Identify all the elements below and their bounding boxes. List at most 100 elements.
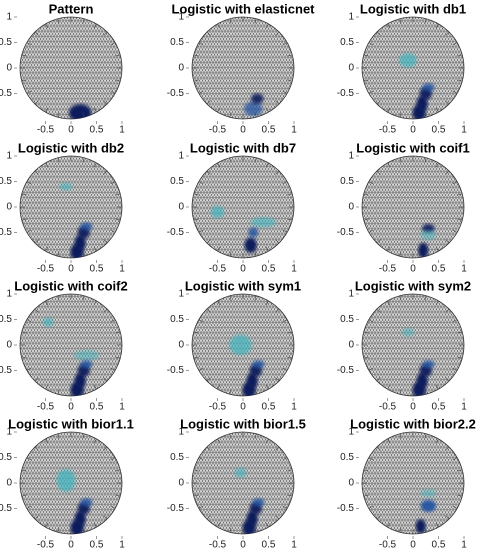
y-tick-label: 0 <box>348 202 354 213</box>
rim-spoke <box>275 170 280 175</box>
rim-spoke <box>435 384 439 390</box>
x-tick-label: 0.5 <box>432 264 446 275</box>
rim-spoke <box>110 229 116 233</box>
rim-spoke <box>198 457 204 461</box>
rim-spoke <box>26 505 32 509</box>
rim-spoke <box>103 31 108 36</box>
rim-spoke <box>45 300 49 306</box>
y-tick-label: 1 <box>6 289 12 300</box>
rim-spoke <box>387 438 391 444</box>
panel-title: Logistic with sym2 <box>355 278 471 293</box>
rim-spoke <box>363 218 369 221</box>
rim-spoke <box>387 246 391 252</box>
panel: Logistic with sym1 -0.5 0 0.5 1 -0.5 0 0.5 1 <box>167 278 301 412</box>
rim-spoke <box>399 295 402 301</box>
activation-region <box>416 373 428 389</box>
rim-spoke <box>387 162 391 168</box>
x-tick-label: 0 <box>240 264 246 275</box>
rim-spoke <box>445 446 450 451</box>
rim-spoke <box>376 377 381 382</box>
rim-spoke <box>193 469 199 472</box>
rim-spoke <box>206 239 211 244</box>
rim-spoke <box>93 300 97 306</box>
x-tick-label: 1 <box>119 125 125 136</box>
rim-spoke <box>198 367 204 371</box>
x-tick-label: -0.5 <box>209 540 227 550</box>
activation-region <box>80 360 93 369</box>
rim-spoke <box>254 251 257 257</box>
panel-title: Logistic with elasticnet <box>171 1 315 16</box>
rim-spoke <box>265 107 269 113</box>
rim-spoke <box>26 181 32 185</box>
activation-region <box>80 498 93 507</box>
activation-region <box>416 96 428 112</box>
activation-region <box>56 469 76 492</box>
y-tick-label: 0 <box>178 202 184 213</box>
rim-spoke <box>287 218 293 221</box>
rim-spoke <box>435 300 439 306</box>
rim-spoke <box>445 239 450 244</box>
panel-title: Logistic with coif2 <box>14 278 127 293</box>
rim-spoke <box>445 170 450 175</box>
rim-spoke <box>229 112 232 118</box>
rim-spoke <box>206 377 211 382</box>
rim-spoke <box>206 100 211 105</box>
y-tick-label: -0.5 <box>167 365 185 376</box>
rim-spoke <box>452 505 458 509</box>
y-tick-label: 0 <box>6 340 12 351</box>
rim-spoke <box>399 157 402 163</box>
rim-spoke <box>206 170 211 175</box>
rim-spoke <box>45 107 49 113</box>
rim-spoke <box>229 251 232 257</box>
rim-spoke <box>424 295 427 301</box>
activation-region <box>415 519 426 534</box>
rim-spoke <box>265 384 269 390</box>
x-tick-label: 1 <box>291 125 297 136</box>
rim-spoke <box>368 457 374 461</box>
activation-region <box>252 360 265 369</box>
y-tick-label: 0.5 <box>170 37 184 48</box>
rim-spoke <box>110 505 116 509</box>
y-tick-label: 1 <box>178 12 184 23</box>
rim-spoke <box>363 356 369 359</box>
activation-region <box>251 93 264 104</box>
rim-spoke <box>34 31 39 36</box>
rim-spoke <box>368 90 374 94</box>
rim-spoke <box>115 469 121 472</box>
x-tick-label: 0.5 <box>262 540 276 550</box>
x-tick-label: -0.5 <box>379 402 397 413</box>
rim-spoke <box>445 308 450 313</box>
panel-title: Logistic with bior1.1 <box>8 416 134 431</box>
rim-spoke <box>265 522 269 528</box>
panel: Logistic with db1 -0.5 0 0.5 1 -0.5 0 0.5 1 <box>337 1 467 135</box>
panel: Logistic with bior1.5 -0.5 0 0.5 1 -0.5 0 0.5 1 <box>167 416 306 550</box>
y-tick-label: 0 <box>178 340 184 351</box>
rim-spoke <box>287 79 293 82</box>
rim-spoke <box>368 42 374 46</box>
rim-spoke <box>34 377 39 382</box>
rim-spoke <box>387 107 391 113</box>
rim-spoke <box>57 295 60 301</box>
rim-spoke <box>217 23 221 29</box>
activation-region <box>418 242 429 258</box>
rim-spoke <box>265 162 269 168</box>
rim-spoke <box>282 181 288 185</box>
activation <box>229 334 265 396</box>
rim-spoke <box>206 515 211 520</box>
x-tick-label: 1 <box>291 402 297 413</box>
x-tick-label: -0.5 <box>379 125 397 136</box>
rim-spoke <box>45 384 49 390</box>
rim-spoke <box>93 438 97 444</box>
rim-spoke <box>368 367 374 371</box>
y-tick-label: 0.5 <box>340 452 354 463</box>
rim-spoke <box>110 90 116 94</box>
rim-spoke <box>457 331 463 334</box>
rim-spoke <box>26 90 32 94</box>
rim-spoke <box>363 469 369 472</box>
activation-region <box>210 205 225 219</box>
rim-spoke <box>45 162 49 168</box>
rim-spoke <box>26 319 32 323</box>
activation-region <box>80 222 93 231</box>
rim-spoke <box>387 300 391 306</box>
panel: Logistic with bior2.2 -0.5 0 0.5 1 -0.5 0 0.5 1 <box>337 416 476 550</box>
